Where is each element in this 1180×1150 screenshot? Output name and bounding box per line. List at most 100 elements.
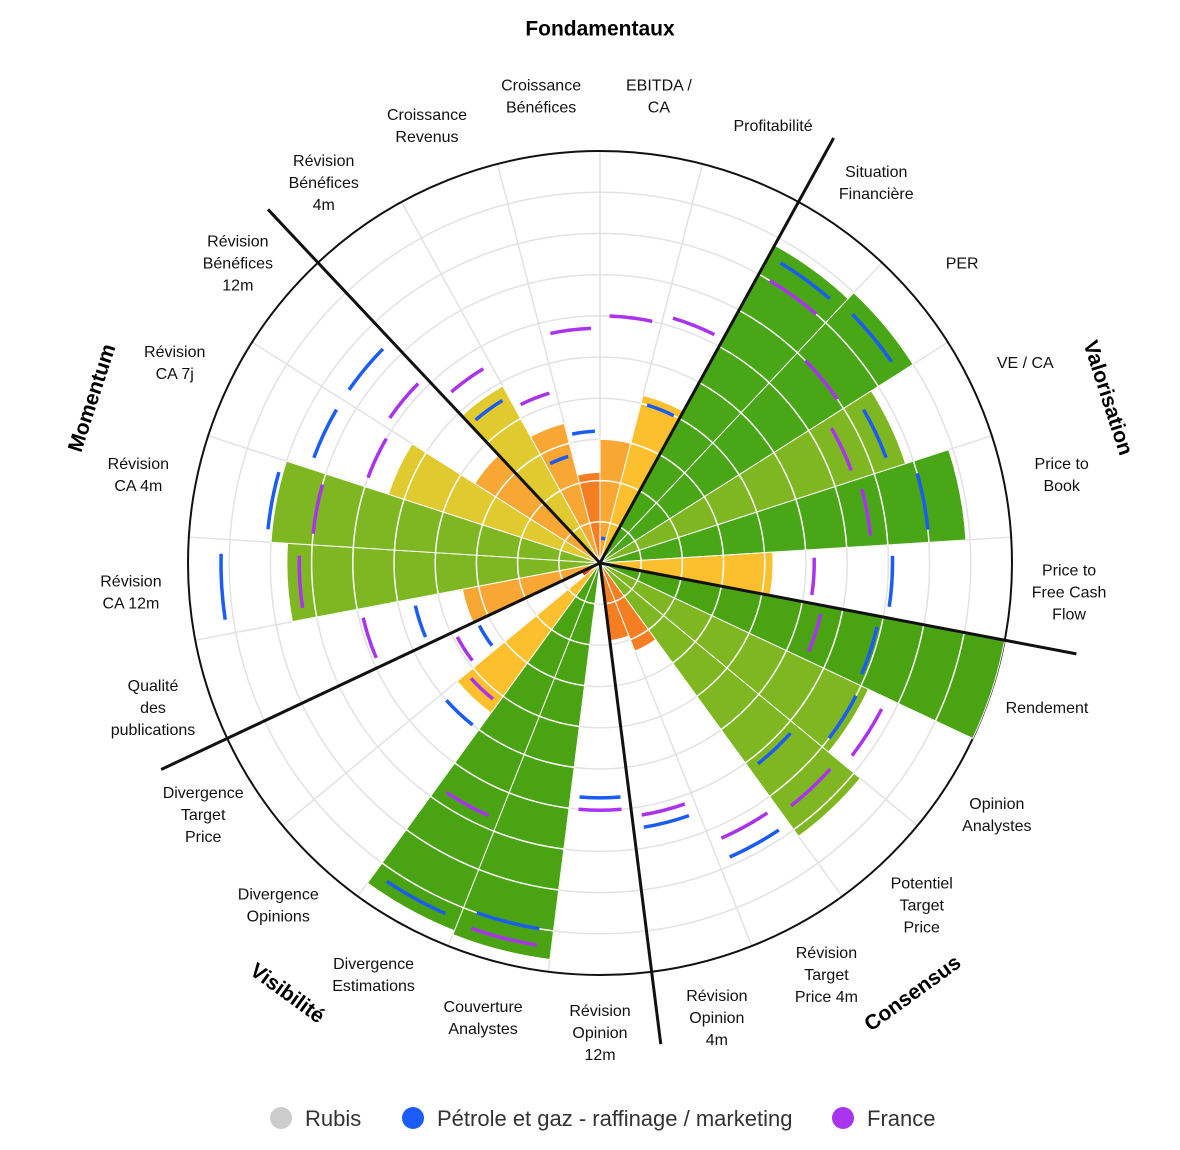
legend-label-1[interactable]: Pétrole et gaz - raffinage / marketing bbox=[437, 1106, 792, 1131]
france-arc-croisrev bbox=[519, 391, 550, 407]
axis-label-croisrev: Croissance Revenus bbox=[387, 107, 467, 146]
bar-segment-line bbox=[478, 729, 525, 756]
bar-segment-line bbox=[860, 616, 885, 687]
france-arc-revop4 bbox=[641, 802, 686, 817]
bar-segment-line bbox=[403, 452, 427, 500]
bar-segment-line bbox=[393, 550, 399, 602]
legend: Rubis Pétrole et gaz - raffinage / market… bbox=[270, 1106, 935, 1131]
sector-arc-opan bbox=[827, 694, 858, 740]
sector-arc-veca bbox=[861, 408, 888, 459]
bar-segment-line bbox=[825, 322, 879, 387]
bar-segment-line bbox=[795, 499, 807, 551]
sector-arc-profit bbox=[646, 403, 675, 418]
bar-ptb bbox=[599, 449, 967, 564]
group-label-4: Momentum bbox=[64, 341, 120, 455]
bar-segment-line bbox=[740, 412, 775, 454]
group-separator bbox=[599, 561, 1077, 656]
group-separator bbox=[598, 137, 835, 564]
france-arc-sitfin bbox=[768, 278, 818, 316]
bar-segment-line bbox=[698, 381, 742, 414]
comparison-arcs bbox=[219, 261, 930, 947]
bar-segment-line bbox=[897, 624, 925, 704]
france-arc-ebitda bbox=[609, 314, 653, 324]
axis-label-qual: Qualité des publications bbox=[111, 678, 196, 739]
bar-segment-line bbox=[773, 452, 797, 500]
sector-arc-revca7 bbox=[312, 408, 339, 459]
axis-label-revtp: Révision Target Price 4m bbox=[795, 945, 858, 1006]
group-label-2: Consensus bbox=[860, 951, 965, 1036]
bar-segment-line bbox=[478, 868, 559, 891]
axis-label-revca4: Révision CA 4m bbox=[108, 456, 169, 495]
sector-arc-croisben bbox=[571, 429, 596, 436]
sector-arc-revben4 bbox=[474, 399, 504, 422]
sector-arc-revca4 bbox=[266, 471, 281, 530]
sector-arc-pott bbox=[756, 732, 792, 766]
bar-rend bbox=[599, 562, 1006, 740]
bar-segment-line bbox=[672, 641, 696, 664]
outer-ring bbox=[187, 150, 1013, 976]
bar-segment-line bbox=[352, 547, 358, 610]
bar-segment-line bbox=[540, 442, 570, 456]
group-label-3: Visibilité bbox=[246, 959, 329, 1028]
legend-dot-1 bbox=[402, 1107, 424, 1129]
france-arc-croisben bbox=[550, 326, 592, 336]
france-arc-revtp bbox=[720, 811, 769, 840]
france-arc-ptb bbox=[859, 488, 873, 536]
sector-arc-revca12 bbox=[219, 553, 227, 620]
axis-label-sitfin: Situation Financière bbox=[839, 164, 914, 203]
bar-segment-line bbox=[720, 693, 760, 731]
bar-segment-line bbox=[579, 479, 601, 484]
axis-labels: EBITDA / CA Profitabilité Situation Financiè… bbox=[100, 78, 1106, 1064]
sector-arc-sitfin bbox=[779, 261, 831, 301]
france-arc-dives bbox=[445, 790, 490, 818]
group-separator bbox=[598, 562, 663, 1045]
legend-label-2[interactable]: France bbox=[867, 1106, 935, 1131]
group-separators bbox=[160, 137, 1077, 1045]
france-arc-opan bbox=[850, 708, 884, 757]
bar-segment-line bbox=[558, 560, 561, 571]
bar-segment-line bbox=[472, 667, 504, 697]
bar-segment-line bbox=[822, 609, 844, 669]
axis-label-revop4: Révision Opinion 4m bbox=[686, 988, 747, 1049]
france-arc-pott bbox=[790, 767, 832, 808]
sector-arc-dives bbox=[385, 879, 447, 916]
bar-segment-line bbox=[393, 499, 405, 551]
sector-arc-divtp bbox=[477, 624, 494, 647]
axis-label-per: PER bbox=[946, 255, 979, 272]
france-arc-revben12 bbox=[388, 382, 420, 419]
group-separator bbox=[266, 208, 602, 565]
axis-label-ptb: Price to Book bbox=[1035, 456, 1089, 495]
axis-label-revca7: Révision CA 7j bbox=[144, 344, 205, 383]
france-arc-revben4 bbox=[450, 367, 485, 394]
legend-label-0[interactable]: Rubis bbox=[305, 1106, 361, 1131]
bar-pott bbox=[599, 562, 862, 838]
bar-segment-line bbox=[834, 486, 848, 548]
france-arc-pfcf bbox=[810, 557, 816, 596]
axis-label-profit: Profitabilité bbox=[733, 118, 812, 135]
legend-dot-0 bbox=[270, 1107, 292, 1129]
bar-segment-line bbox=[352, 486, 366, 548]
bar-segment-line bbox=[639, 560, 642, 571]
sector-arc-per bbox=[851, 312, 894, 363]
bar-segment-line bbox=[442, 474, 462, 513]
sector-arc-qual bbox=[413, 605, 428, 638]
bar-segment-line bbox=[842, 408, 875, 475]
france-arc-veca bbox=[829, 427, 853, 472]
axis-label-ebitda: EBITDA / CA bbox=[626, 78, 692, 117]
axis-label-revca12: Révision CA 12m bbox=[100, 574, 161, 613]
bar-segment-line bbox=[768, 382, 810, 431]
axis-label-opan: Opinion Analystes bbox=[962, 796, 1031, 835]
legend-dot-2 bbox=[832, 1107, 854, 1129]
sector-arc-couv bbox=[476, 911, 540, 931]
bar-segment-line bbox=[758, 650, 788, 695]
bar-segment-line bbox=[696, 667, 728, 697]
sector-arc-ebitda bbox=[600, 536, 606, 541]
group-label-1: Valorisation bbox=[1078, 338, 1137, 458]
bar-segment-line bbox=[808, 430, 836, 487]
bar-segment-line bbox=[381, 862, 464, 909]
france-arc-divtp bbox=[455, 636, 474, 662]
axis-label-divop: Divergence Opinions bbox=[238, 887, 319, 926]
axis-label-veca: VE / CA bbox=[997, 355, 1054, 372]
sector-arc-croisrev bbox=[549, 454, 569, 466]
